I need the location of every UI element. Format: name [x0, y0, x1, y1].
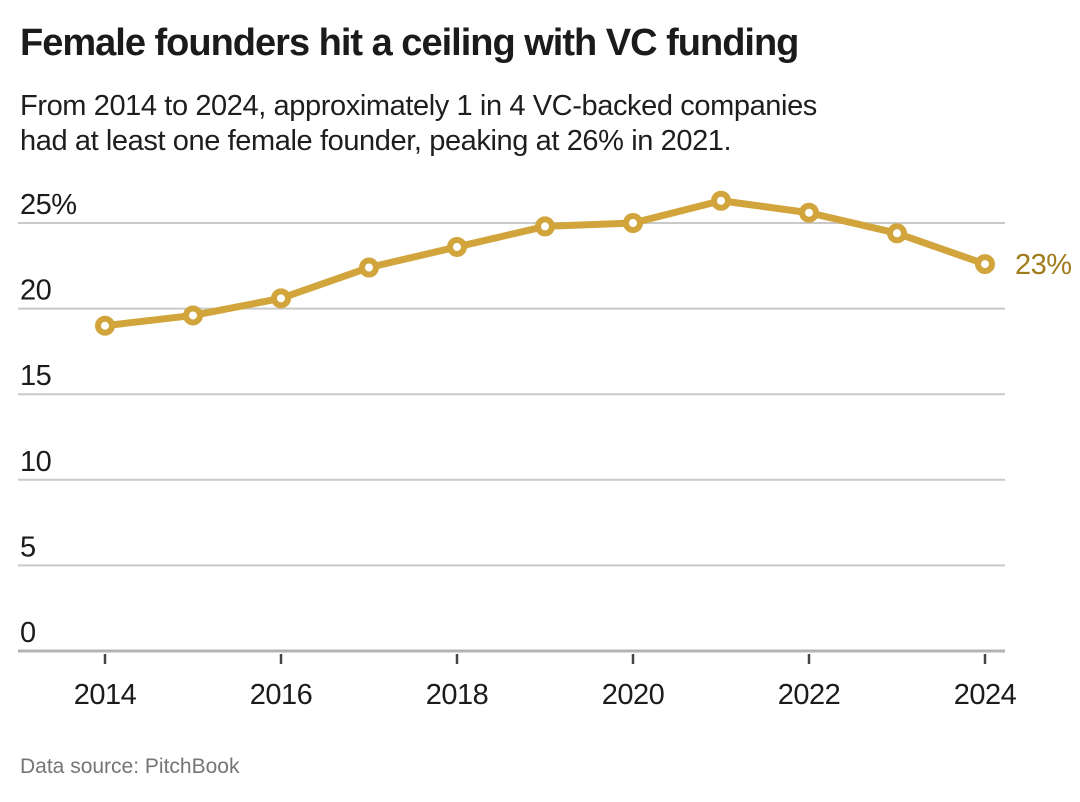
- data-point-marker: [95, 315, 115, 336]
- chart-title: Female founders hit a ceiling with VC fu…: [20, 22, 799, 64]
- x-axis-tick-label: 2016: [250, 679, 313, 711]
- data-point-marker: [447, 236, 467, 257]
- data-source-note: Data source: PitchBook: [20, 755, 240, 778]
- subtitle-line-1: From 2014 to 2024, approximately 1 in 4 …: [20, 90, 817, 122]
- x-axis-tick-label: 2022: [778, 679, 841, 711]
- subtitle-line-2: had at least one female founder, peaking…: [20, 125, 732, 157]
- y-axis-tick-label: 10: [20, 446, 51, 478]
- x-axis-tick-label: 2020: [602, 679, 665, 711]
- y-axis-tick-label: 15: [20, 360, 51, 392]
- y-axis-tick-label: 20: [20, 275, 51, 307]
- data-point-marker: [183, 305, 203, 326]
- data-point-marker: [271, 288, 291, 309]
- data-point-marker: [711, 190, 731, 211]
- x-axis-tick-label: 2018: [426, 679, 489, 711]
- x-axis-tick-label: 2014: [74, 679, 137, 711]
- x-axis-tick-label: 2024: [954, 679, 1017, 711]
- data-point-marker: [799, 202, 819, 223]
- y-axis-tick-label: 5: [20, 531, 36, 563]
- data-point-marker: [975, 254, 995, 275]
- data-point-marker: [623, 213, 643, 233]
- data-point-marker: [887, 223, 907, 244]
- chart-subtitle: From 2014 to 2024, approximately 1 in 4 …: [20, 89, 817, 159]
- data-point-marker: [359, 257, 379, 278]
- y-axis-tick-label: 0: [20, 617, 36, 649]
- data-point-marker: [535, 216, 555, 237]
- end-value-label: 23%: [1015, 249, 1072, 281]
- y-axis-tick-label: 25%: [20, 189, 77, 221]
